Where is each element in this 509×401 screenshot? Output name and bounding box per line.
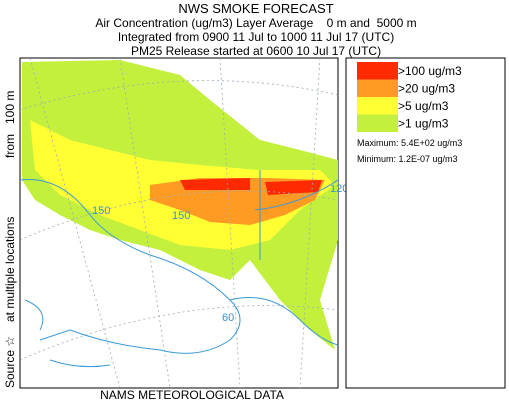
map-label: 150 [172,210,190,222]
subtitle: Air Concentration (ug/m3) Layer Average … [95,16,416,30]
graticule [20,58,338,388]
legend-swatch [357,114,398,132]
legend-swatch [357,62,398,80]
smoke-contour [180,178,322,195]
coastline [20,170,338,368]
legend: >100 ug/m3 >20 ug/m3 >5 ug/m3 >1 ug/m3 [357,62,462,132]
legend-label: >5 ug/m3 [398,99,449,113]
legend-label: >1 ug/m3 [398,117,449,131]
map-label: 150 [92,205,110,217]
side-label: Source ☆ at multiple locations from 100 … [3,91,17,388]
side-text: from 100 m [3,91,17,158]
legend-label: >100 ug/m3 [398,64,462,78]
map: 150 150 120 60 [19,57,348,389]
side-text: at multiple locations [3,217,17,322]
footer: NAMS METEOROLOGICAL DATA [100,388,284,401]
legend-max: Maximum: 5.4E+02 ug/m3 [357,138,462,148]
legend-swatch [357,97,398,115]
map-label: 120 [330,183,348,195]
side-text: Source ☆ [3,336,17,388]
map-label: 60 [222,312,234,324]
title: NWS SMOKE FORECAST [178,1,333,16]
legend-min: Minimum: 1.2E-07 ug/m3 [357,154,458,164]
subtitle: Integrated from 0900 11 Jul to 1000 11 J… [118,30,394,44]
legend-label: >20 ug/m3 [398,82,455,96]
subtitle: PM25 Release started at 0600 10 Jul 17 (… [131,44,381,58]
legend-swatch [357,79,398,97]
